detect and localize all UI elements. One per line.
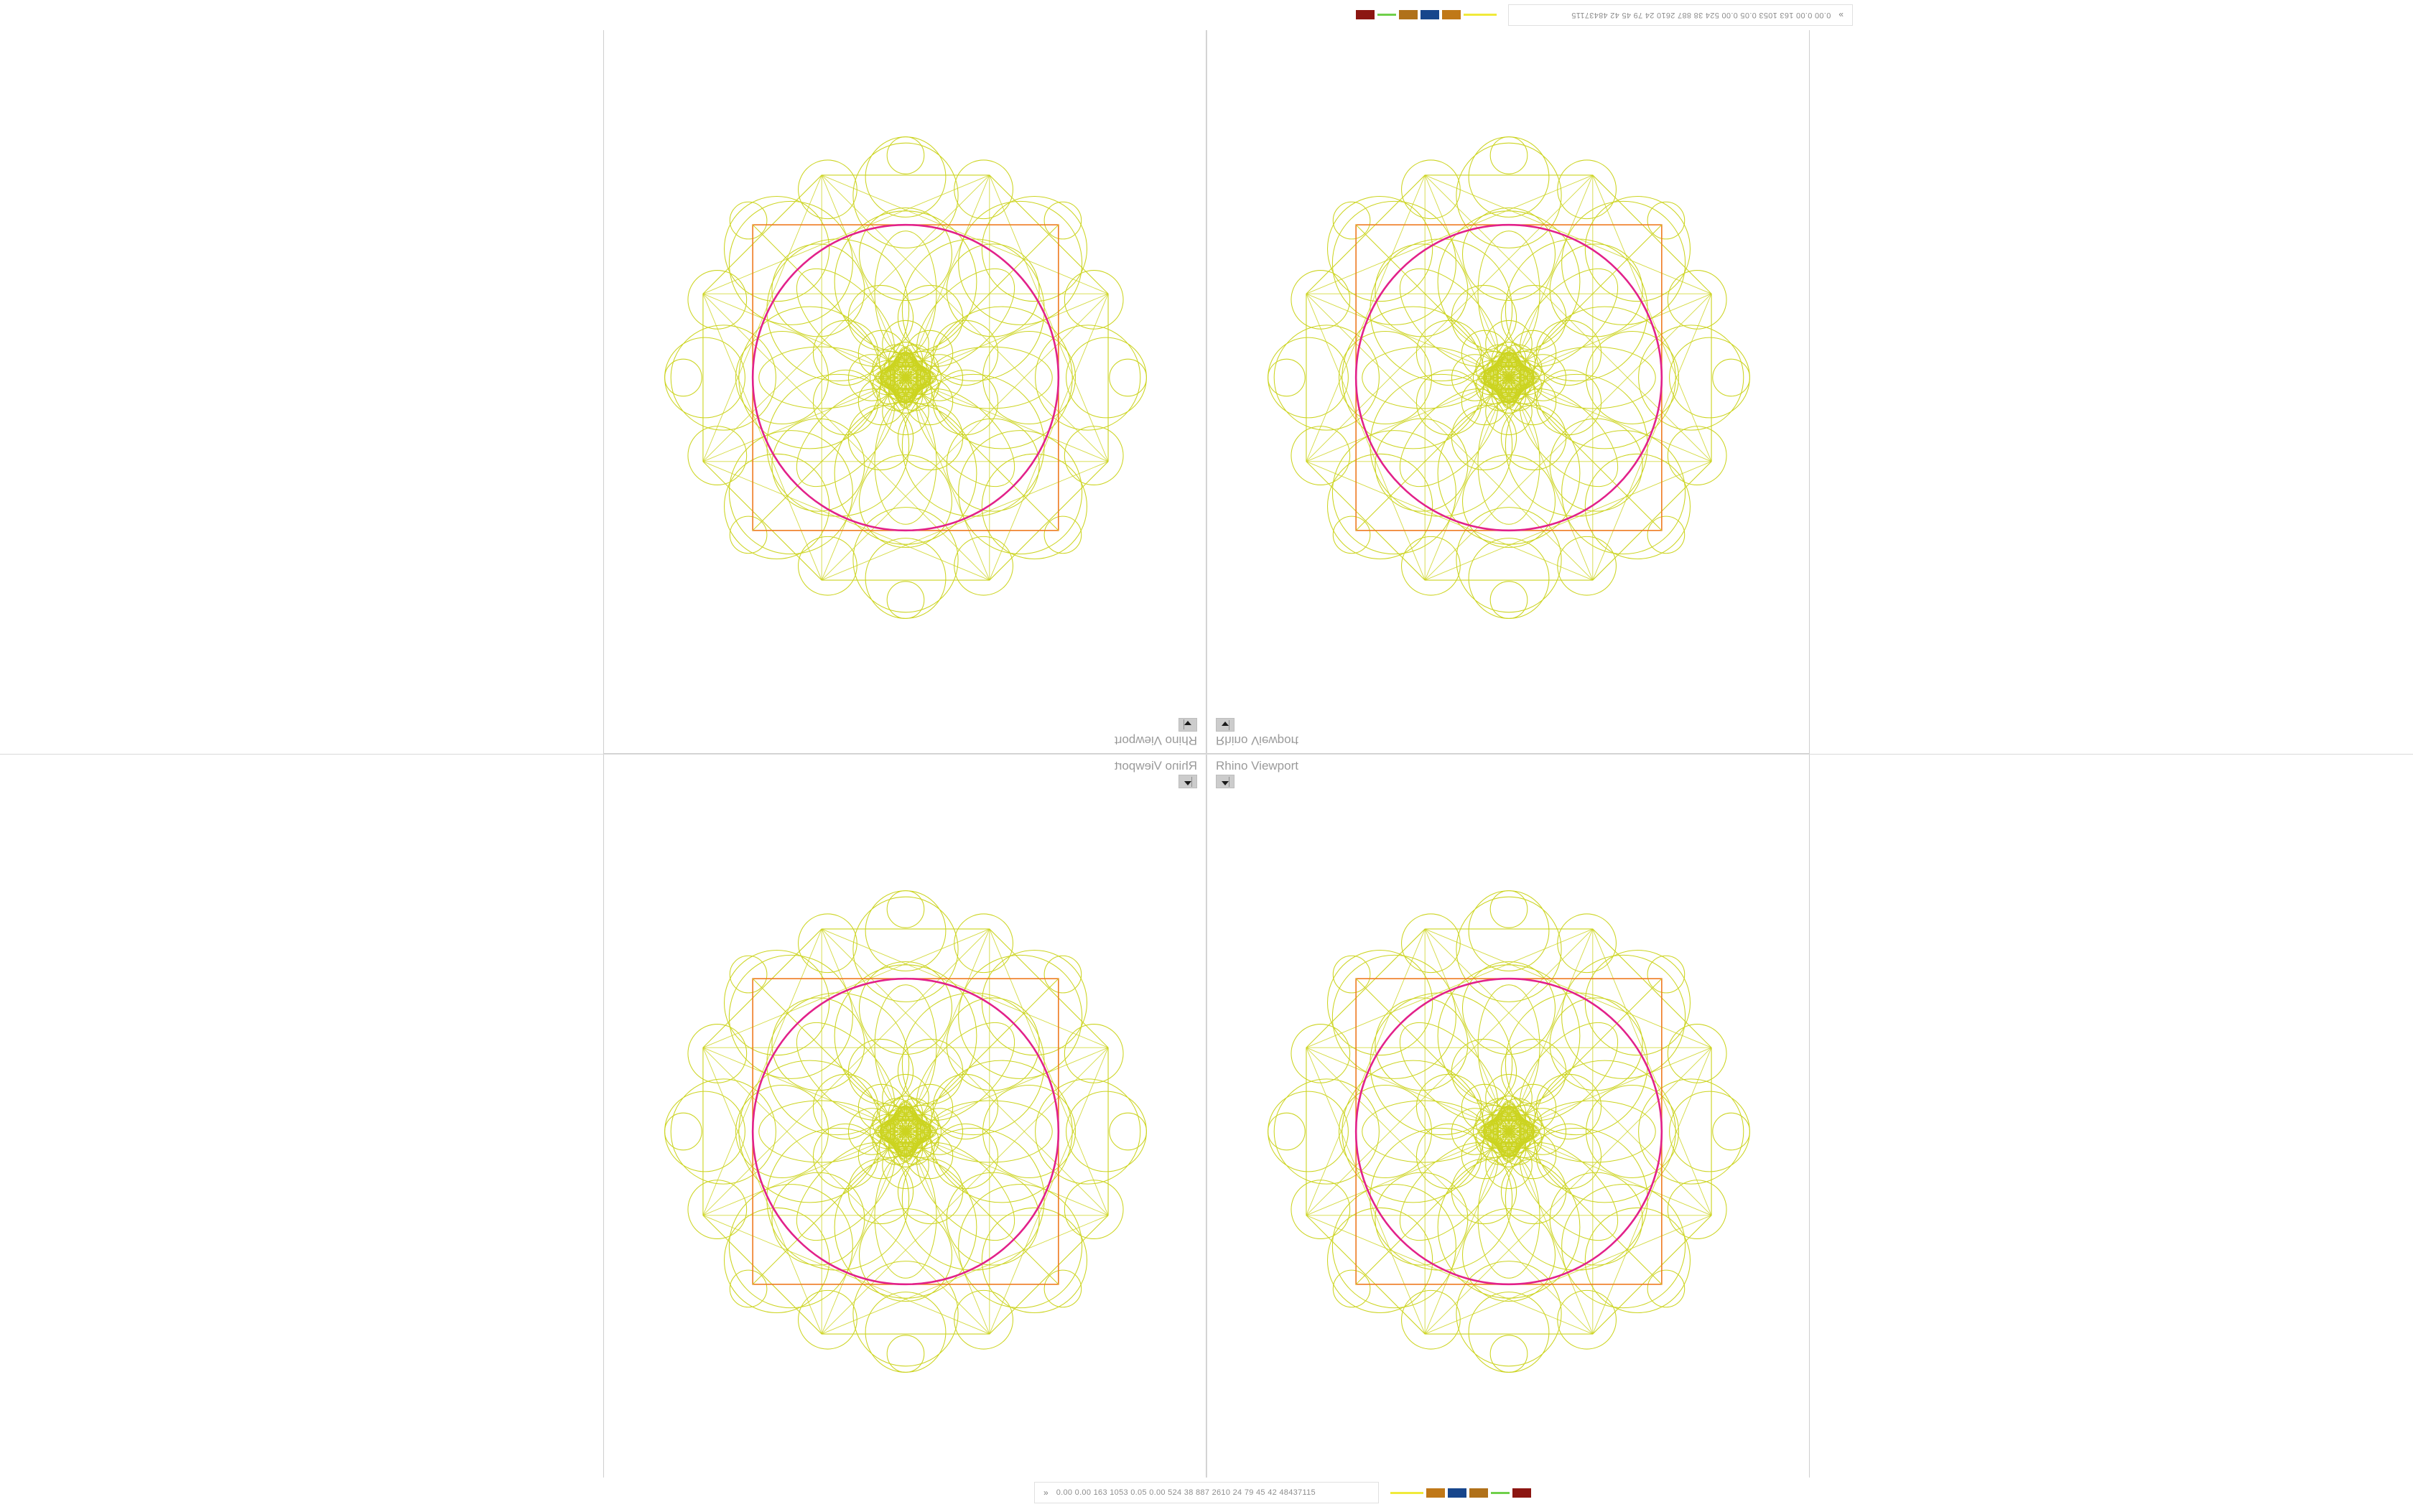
- status-numbers-box: » 0.00 0.00 163 1053 0.05 0.00 524 38 88…: [1508, 4, 1853, 26]
- status-numbers: 0.00 0.00 163 1053 0.05 0.00 524 38 887 …: [1056, 1488, 1316, 1497]
- color-swatch-4[interactable]: [1512, 1488, 1531, 1498]
- mandala-geometry: [664, 890, 1147, 1373]
- viewport-label: Rhino Viewport: [1216, 759, 1298, 773]
- mandala-geometry: [1268, 136, 1750, 619]
- viewport-label: Rhino Viewport: [1115, 759, 1197, 773]
- chevron-icon[interactable]: »: [1838, 10, 1844, 20]
- color-swatch-1[interactable]: [1442, 10, 1461, 20]
- mandala-geometry: [1268, 890, 1750, 1373]
- color-line-1: [1390, 1491, 1423, 1494]
- mandala-geometry: [664, 136, 1147, 619]
- rhino-status-bar-top: » 0.00 0.00 163 1053 0.05 0.00 524 38 88…: [0, 0, 2413, 30]
- color-line-1: [1464, 14, 1497, 17]
- color-swatch-2[interactable]: [1448, 1488, 1466, 1498]
- rhino-viewport-bottom-left[interactable]: Rhino Viewport: [603, 754, 1206, 1508]
- viewport-dropdown[interactable]: [1216, 718, 1235, 732]
- rhino-viewport-bottom-right[interactable]: Rhino Viewport: [1206, 754, 1810, 1508]
- status-numbers-box: » 0.00 0.00 163 1053 0.05 0.00 524 38 88…: [1034, 1482, 1379, 1503]
- viewport-label: Rhino Viewport: [1216, 734, 1298, 747]
- rhino-viewport-top-right[interactable]: Rhino Viewport: [1206, 0, 1810, 754]
- chevron-icon[interactable]: »: [1043, 1488, 1049, 1498]
- rhino-viewport-top-left[interactable]: Rhino Viewport: [603, 0, 1206, 754]
- color-line-2: [1491, 1491, 1510, 1494]
- color-swatch-1[interactable]: [1426, 1488, 1445, 1498]
- color-swatch-3[interactable]: [1399, 10, 1418, 20]
- color-line-2: [1377, 14, 1396, 17]
- color-swatch-3[interactable]: [1469, 1488, 1488, 1498]
- viewport-label: Rhino Viewport: [1115, 734, 1197, 747]
- viewport-dropdown[interactable]: [1178, 718, 1197, 732]
- viewport-dropdown[interactable]: [1216, 775, 1235, 788]
- color-swatch-2[interactable]: [1421, 10, 1439, 20]
- color-swatch-4[interactable]: [1356, 10, 1375, 20]
- viewport-dropdown[interactable]: [1178, 775, 1197, 788]
- vertical-divider: [1206, 0, 1207, 1508]
- status-numbers: 0.00 0.00 163 1053 0.05 0.00 524 38 887 …: [1571, 11, 1831, 19]
- rhino-status-bar-bottom: » 0.00 0.00 163 1053 0.05 0.00 524 38 88…: [0, 1478, 2413, 1508]
